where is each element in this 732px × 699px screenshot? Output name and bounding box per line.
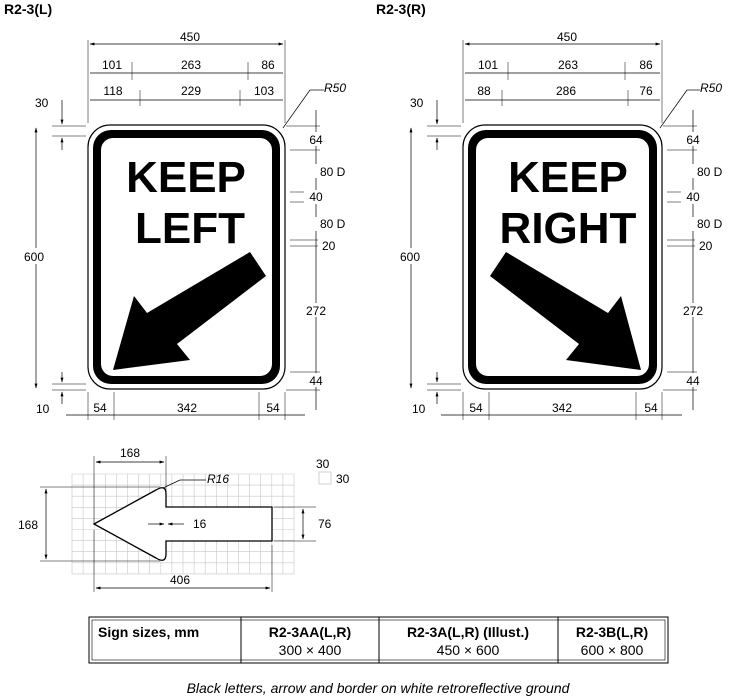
arrow-detail-drawing: 168 R16 168 16 76 406 30 30 xyxy=(14,446,350,592)
left-sign-arrow xyxy=(113,252,266,370)
arrow-radius-label: R16 xyxy=(207,472,229,486)
left-dim-v4: 80 D xyxy=(320,217,346,231)
right-dim-b1: 88 xyxy=(477,84,491,98)
left-dim-b1: 118 xyxy=(103,84,122,98)
arrow-head-height: 168 xyxy=(18,518,38,532)
left-dim-b2: 229 xyxy=(181,84,201,98)
table-col3-size: 600 × 800 xyxy=(581,642,644,658)
right-sign-drawing: R2-3(R) 450 101 263 86 88 286 76 R50 KEE… xyxy=(376,1,731,420)
left-sign-code: R2-3(L) xyxy=(4,1,52,17)
table-col3-code: R2-3B(L,R) xyxy=(576,624,648,640)
left-dim-v2: 80 D xyxy=(320,165,346,179)
sign-sizes-table: Sign sizes, mm R2-3AA(L,R) 300 × 400 R2-… xyxy=(88,616,669,664)
right-dim-v6: 272 xyxy=(683,304,703,318)
left-dim-bot1: 54 xyxy=(93,401,107,415)
right-dim-bot1: 54 xyxy=(469,401,483,415)
right-sign-line2: RIGHT xyxy=(500,204,637,253)
right-sign-arrow xyxy=(490,252,641,370)
left-dim-v5: 20 xyxy=(322,239,336,253)
right-dim-top-border: 30 xyxy=(410,96,424,110)
right-width-total: 450 xyxy=(557,30,577,44)
left-dim-a2: 263 xyxy=(181,58,201,72)
right-dim-bot2: 342 xyxy=(552,401,572,415)
table-col1-size: 300 × 400 xyxy=(279,642,342,658)
arrow-shaft-offset: 16 xyxy=(193,517,207,531)
left-dim-b3: 103 xyxy=(254,84,274,98)
arrow-total-length: 406 xyxy=(170,573,190,587)
right-dim-v7: 44 xyxy=(686,374,700,388)
table-col2-size: 450 × 600 xyxy=(437,642,500,658)
right-dim-v4: 80 D xyxy=(697,217,723,231)
left-width-total: 450 xyxy=(180,30,200,44)
right-height-total: 600 xyxy=(400,250,420,264)
right-sign-line1: KEEP xyxy=(508,153,628,202)
right-dim-a1: 101 xyxy=(478,58,498,72)
table-col2-code: R2-3A(L,R) (Illust.) xyxy=(407,624,529,640)
right-dim-v3: 40 xyxy=(686,190,700,204)
grid-legend-b: 30 xyxy=(336,472,350,486)
right-dim-bottom-border: 10 xyxy=(412,402,426,416)
right-dim-a3: 86 xyxy=(639,58,653,72)
left-dim-bottom-border: 10 xyxy=(36,402,50,416)
table-header-label: Sign sizes, mm xyxy=(98,624,199,640)
right-dim-b3: 76 xyxy=(639,84,653,98)
left-dim-bot2: 342 xyxy=(177,401,197,415)
left-dim-v3: 40 xyxy=(309,190,323,204)
left-dim-a1: 101 xyxy=(102,58,122,72)
caption: Black letters, arrow and border on white… xyxy=(187,680,571,696)
left-sign-line1: KEEP xyxy=(126,153,246,202)
arrow-shaft-height: 76 xyxy=(318,517,332,531)
right-sign-code: R2-3(R) xyxy=(376,1,426,17)
right-dim-v1: 64 xyxy=(686,133,700,147)
left-dim-v6: 272 xyxy=(306,304,326,318)
arrow-head-width: 168 xyxy=(120,446,140,460)
table-col1-code: R2-3AA(L,R) xyxy=(269,624,351,640)
left-height-total: 600 xyxy=(24,250,44,264)
grid-legend-a: 30 xyxy=(316,457,330,471)
left-dim-bot3: 54 xyxy=(266,401,280,415)
grid-legend-cell xyxy=(318,471,332,485)
left-radius-label: R50 xyxy=(324,81,346,95)
left-dim-a3: 86 xyxy=(261,58,275,72)
right-dim-a2: 263 xyxy=(558,58,578,72)
right-radius-label: R50 xyxy=(700,81,722,95)
right-dim-v5: 20 xyxy=(699,239,713,253)
left-dim-top-border: 30 xyxy=(35,96,49,110)
left-sign-drawing: R2-3(L) 450 101 263 86 118 229 103 R50 K… xyxy=(4,1,356,420)
right-dim-bot3: 54 xyxy=(644,401,658,415)
left-sign-line2: LEFT xyxy=(135,204,245,253)
left-dim-v7: 44 xyxy=(309,374,323,388)
right-dim-b2: 286 xyxy=(556,84,576,98)
right-dim-v2: 80 D xyxy=(697,165,723,179)
left-dim-v1: 64 xyxy=(309,133,323,147)
